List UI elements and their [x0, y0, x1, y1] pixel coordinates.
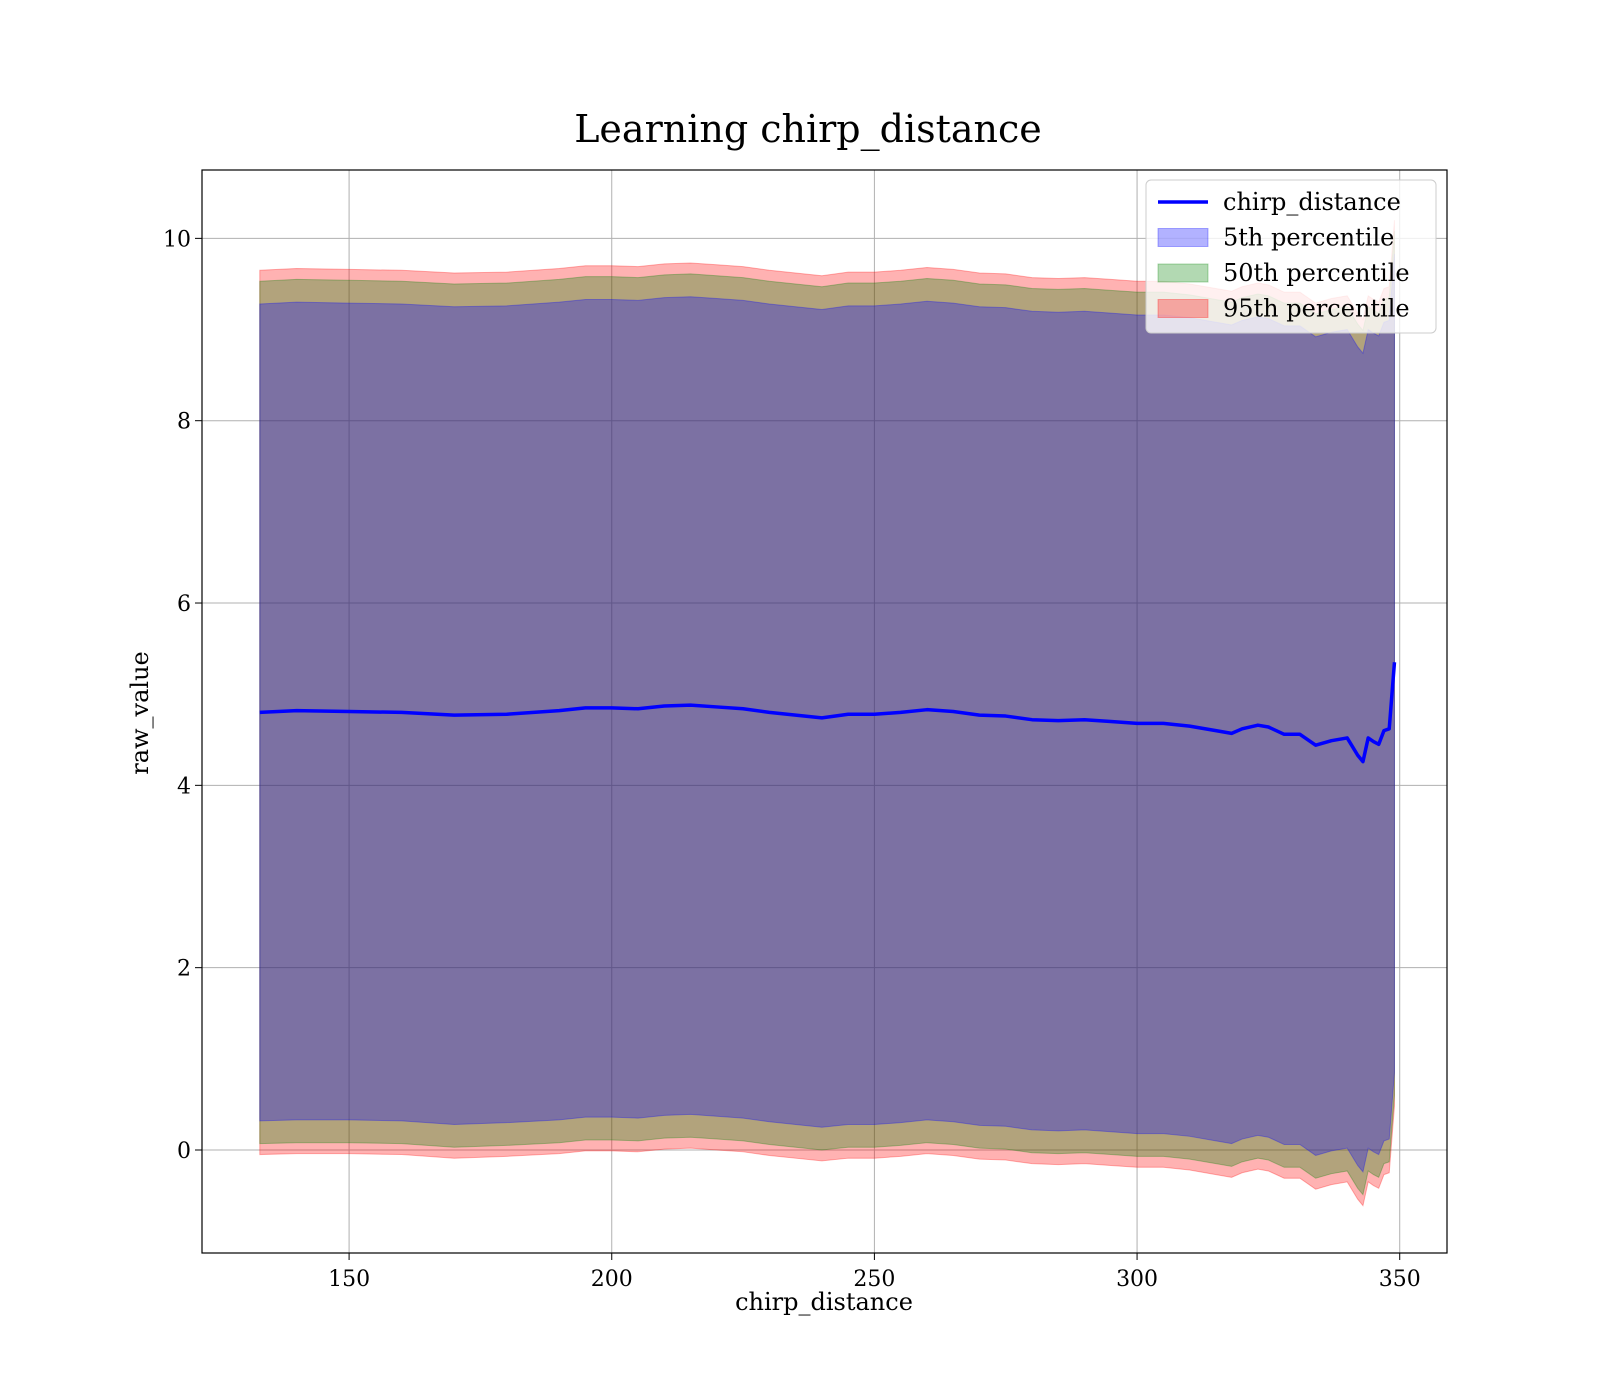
- plot-frame: [201, 169, 1448, 1254]
- x-tick-label: 200: [591, 1267, 633, 1292]
- chart-title: Learning chirp_distance: [574, 107, 1042, 152]
- legend: chirp_distance 5th percentile 50th percent…: [1145, 179, 1437, 334]
- y-tick-label: 6: [177, 592, 191, 617]
- y-tick-label: 4: [177, 774, 191, 799]
- band-50th-percentile: [259, 231, 1395, 1196]
- legend-label: 5th percentile: [1223, 224, 1394, 252]
- x-tick-label: 350: [1379, 1267, 1421, 1292]
- band-5th-percentile: [259, 253, 1395, 1173]
- x-axis-ticks: 150 200 250 300 350: [328, 1253, 1421, 1292]
- legend-label: 95th percentile: [1223, 295, 1410, 323]
- x-axis-label: chirp_distance: [735, 1288, 913, 1316]
- x-tick-label: 250: [853, 1267, 895, 1292]
- line-chirp-distance: [259, 662, 1397, 764]
- legend-box: [1145, 179, 1437, 334]
- legend-label: 50th percentile: [1223, 259, 1410, 287]
- legend-patch-swatch: [1157, 263, 1209, 283]
- y-tick-label: 0: [177, 1139, 191, 1164]
- band-95th-percentile: [259, 220, 1395, 1207]
- y-tick-label: 10: [163, 227, 191, 252]
- legend-patch-swatch: [1157, 299, 1209, 318]
- percentile-bands: [259, 220, 1395, 1207]
- series-lines: [259, 662, 1397, 764]
- legend-label: chirp_distance: [1223, 188, 1401, 216]
- x-tick-label: 150: [328, 1267, 370, 1292]
- y-axis-label: raw_value: [126, 651, 154, 775]
- y-axis-ticks: 0 2 4 6 8 10: [163, 227, 202, 1164]
- y-tick-label: 8: [177, 410, 191, 435]
- legend-patch-swatch: [1157, 228, 1209, 247]
- x-tick-label: 300: [1116, 1267, 1158, 1292]
- y-tick-label: 2: [177, 957, 191, 982]
